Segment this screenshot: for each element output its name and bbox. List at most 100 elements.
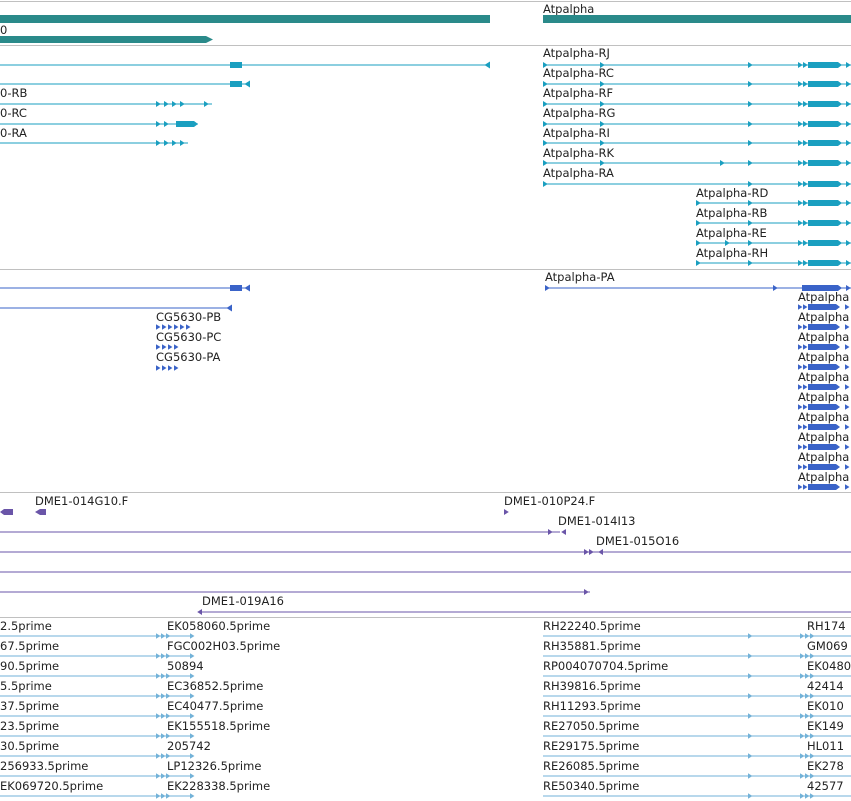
est-alignment[interactable]: EK228338.5prime [167, 779, 270, 793]
strand-arrow-right [161, 733, 166, 739]
strand-arrow-right [803, 200, 808, 206]
protein[interactable]: Atpalpha [798, 350, 850, 370]
protein[interactable]: Atpalpha [798, 330, 850, 350]
strand-arrow-right [164, 101, 169, 107]
est-alignment[interactable]: 37.5prime [0, 699, 195, 719]
est-alignment[interactable]: 23.5prime [0, 719, 195, 739]
est-alignment[interactable]: HL011 [807, 739, 844, 753]
transcript[interactable]: 0-RB [0, 86, 212, 107]
est-alignment[interactable]: 205742 [167, 739, 211, 753]
transcript[interactable]: 0-RC [0, 106, 198, 127]
protein[interactable]: Atpalpha [798, 410, 850, 430]
strand-arrow-right [803, 62, 808, 68]
est-alignment[interactable]: RH11293.5prime [543, 699, 851, 719]
transcript[interactable] [0, 61, 490, 69]
clone[interactable]: DME1-014G10.F [0, 494, 128, 515]
protein[interactable]: Atpalpha-PA [545, 270, 851, 291]
est-alignment[interactable]: 42577 [807, 779, 844, 793]
strand-arrow-right [164, 121, 169, 127]
transcript[interactable]: Atpalpha-RD [696, 186, 851, 206]
strand-arrow-right [504, 509, 509, 515]
gene-feature[interactable]: Atpalpha [543, 2, 851, 23]
feature-label: FGC002H03.5prime [167, 639, 280, 653]
strand-arrow-right [190, 773, 195, 779]
feature-label: CG5630-PA [156, 350, 221, 364]
clone[interactable]: DME1-019A16 [197, 594, 851, 615]
est-alignment[interactable]: RH35881.5prime [543, 639, 851, 659]
transcript[interactable]: Atpalpha-RF [543, 86, 851, 107]
est-alignment[interactable]: RP004070704.5prime [543, 659, 851, 679]
est-alignment[interactable]: 90.5prime [0, 659, 195, 679]
est-alignment[interactable]: LP12326.5prime [167, 759, 261, 773]
strand-arrow-right [838, 181, 842, 187]
strand-arrow-right [803, 260, 808, 266]
gene-feature[interactable] [0, 36, 213, 43]
protein[interactable]: Atpalpha [798, 390, 850, 410]
transcript[interactable]: Atpalpha-RI [543, 126, 851, 146]
transcript[interactable] [0, 80, 250, 88]
est-alignment[interactable]: GM069 [807, 639, 848, 653]
feature-label: RH35881.5prime [543, 639, 641, 653]
est-alignment[interactable]: RH39816.5prime [543, 679, 851, 699]
protein[interactable]: Atpalpha [798, 470, 850, 490]
protein[interactable]: CG5630-PA [156, 350, 221, 371]
transcript[interactable]: Atpalpha-RK [543, 146, 851, 166]
est-alignment[interactable]: EK010 [807, 699, 844, 713]
strand-arrow-right [600, 101, 605, 107]
est-alignment[interactable]: RE26085.5prime [543, 759, 851, 779]
est-alignment[interactable]: RE29175.5prime [543, 739, 851, 759]
strand-arrow-right [174, 344, 179, 350]
est-alignment[interactable]: RH22240.5prime [543, 619, 851, 639]
est-alignment[interactable]: FGC002H03.5prime [167, 639, 280, 653]
est-alignment[interactable]: 5.5prime [0, 679, 195, 699]
est-alignment[interactable]: 256933.5prime [0, 759, 195, 779]
protein[interactable]: Atpalpha [798, 310, 850, 330]
protein[interactable] [0, 284, 250, 292]
est-alignment[interactable]: 30.5prime [0, 739, 195, 759]
protein[interactable]: Atpalpha [798, 370, 850, 390]
est-alignment[interactable]: 50894 [167, 659, 204, 673]
thick-block [808, 464, 836, 470]
est-alignment[interactable]: 42414 [807, 679, 844, 693]
strand-arrow-right [156, 753, 161, 759]
est-alignment[interactable]: 67.5prime [0, 639, 195, 659]
est-alignment[interactable]: RH174 [807, 619, 846, 633]
transcript[interactable]: 0-RA [0, 126, 188, 146]
transcript[interactable]: Atpalpha-RH [696, 246, 851, 266]
transcript[interactable]: Atpalpha-RB [696, 206, 851, 226]
clone[interactable] [0, 589, 590, 595]
est-alignment[interactable]: RE27050.5prime [543, 719, 851, 739]
est-alignment[interactable]: EK278 [807, 759, 844, 773]
feature-label: Atpalpha-PA [545, 270, 615, 284]
gene-feature[interactable]: 0 [0, 15, 490, 37]
transcript[interactable]: Atpalpha-RC [543, 66, 851, 87]
est-alignment[interactable]: EK058060.5prime [167, 619, 270, 633]
transcript[interactable]: Atpalpha-RE [696, 226, 851, 246]
protein[interactable]: Atpalpha [798, 450, 850, 470]
est-alignment[interactable]: EK0480 [807, 659, 851, 673]
clone[interactable]: DME1-014I13 [0, 514, 636, 535]
est-alignment[interactable]: EK069720.5prime [0, 779, 195, 799]
clone[interactable]: DME1-015O16 [0, 534, 851, 555]
protein[interactable]: Atpalpha [798, 290, 850, 310]
protein[interactable]: Atpalpha [798, 430, 850, 450]
est-alignment[interactable]: RE50340.5prime [543, 779, 851, 799]
transcript[interactable]: Atpalpha-RA [543, 166, 851, 187]
est-alignment[interactable]: EK155518.5prime [167, 719, 270, 733]
est-alignment[interactable]: EC36852.5prime [167, 679, 263, 693]
est-alignment[interactable]: EK149 [807, 719, 844, 733]
est-alignment[interactable]: EC40477.5prime [167, 699, 263, 713]
protein[interactable]: CG5630-PC [156, 330, 221, 350]
transcript[interactable]: Atpalpha-RG [543, 106, 851, 127]
strand-arrow-right [696, 240, 701, 246]
transcript[interactable]: Atpalpha-RJ [543, 46, 851, 68]
protein[interactable]: CG5630-PB [156, 310, 221, 330]
protein[interactable] [0, 304, 232, 312]
clone[interactable]: DME1-010P24.F [504, 494, 595, 515]
feature-label: 23.5prime [0, 719, 59, 733]
est-alignment[interactable]: 2.5prime [0, 619, 195, 639]
feature-label: Atpalpha-RH [696, 246, 768, 260]
feature-label: Atpalpha [798, 350, 849, 364]
strand-arrow-right [805, 633, 810, 639]
strand-arrow-right [810, 793, 815, 799]
